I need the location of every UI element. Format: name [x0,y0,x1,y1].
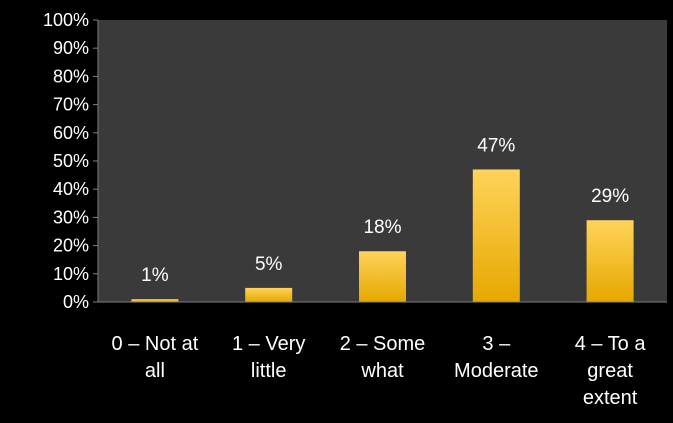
bar [586,220,634,302]
x-axis: 0 – Not at all 1 – Very little 2 – Some what 3… [98,301,667,409]
data-labels: 1% 5% 18% 47% 29% [141,135,629,286]
x-tick-label-line: little [251,360,287,382]
y-tick-label: 10% [53,264,89,284]
bar [131,299,179,302]
data-label: 29% [591,186,629,207]
y-tick-label: 40% [53,179,89,199]
y-tick-label: 60% [53,123,89,143]
x-tick-label-line: 1 – Very [232,333,305,355]
x-tick-label-line: great [587,360,633,382]
y-tick-label: 0% [63,292,89,312]
y-axis: 0% 10% 20% 30% 40% 50% 60% 70% 80% 90% 100% [43,10,99,312]
data-label: 47% [477,135,515,156]
y-tick-label: 50% [53,151,89,171]
x-tick-label-line: 0 – Not at [112,333,199,355]
x-tick-label-line: 4 – To a [575,333,647,355]
x-tick-label-line: 3 – [482,333,511,355]
y-tick-label: 80% [53,66,89,86]
y-tick-label: 20% [53,236,89,256]
data-label: 18% [363,217,401,238]
y-tick-label: 90% [53,38,89,58]
y-tick-label: 100% [43,10,89,30]
x-tick-label: 4 – To a great extent [575,333,647,409]
x-tick-label: 0 – Not at all [112,333,199,382]
bar [359,251,406,302]
x-tick-label: 2 – Some what [340,333,426,382]
x-tick-label-line: 2 – Some [340,333,426,355]
bar [472,169,520,302]
data-label: 1% [141,265,169,286]
x-tick-label-line: all [145,360,165,382]
bar [245,287,293,302]
y-tick-label: 30% [53,207,89,227]
x-tick-label-line: Moderate [454,360,539,382]
y-tick-label: 70% [53,95,89,115]
x-tick-label: 1 – Very little [232,333,305,382]
x-tick-label: 3 – Moderate [454,333,539,382]
x-tick-label-line: what [360,360,404,382]
bars [131,169,634,302]
x-tick-label-line: extent [583,387,638,409]
data-label: 5% [255,254,283,275]
